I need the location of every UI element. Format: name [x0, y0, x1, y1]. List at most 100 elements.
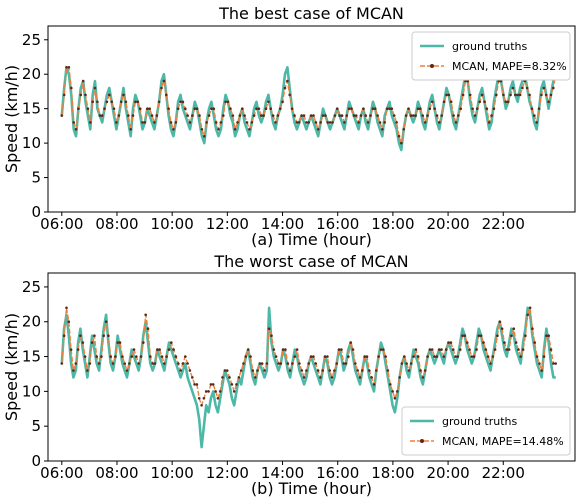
prediction-point [160, 355, 164, 358]
prediction-point [309, 114, 313, 117]
prediction-point [97, 362, 101, 365]
prediction-point [60, 362, 64, 365]
y-tick-label: 20 [22, 313, 41, 331]
prediction-point [459, 107, 463, 110]
prediction-point [376, 114, 379, 117]
prediction-point [510, 334, 513, 338]
prediction-point [138, 107, 142, 110]
prediction-point [277, 362, 280, 365]
x-tick-label: 08:00 [95, 215, 138, 233]
prediction-point [463, 334, 467, 338]
prediction-point [328, 121, 332, 124]
prediction-point [212, 107, 216, 110]
y-tick-label: 5 [31, 417, 41, 435]
prediction-point [490, 114, 493, 117]
prediction-point [218, 390, 222, 393]
prediction-point [127, 114, 130, 117]
prediction-point [228, 376, 231, 379]
prediction-point [162, 79, 166, 83]
prediction-point [293, 355, 297, 358]
prediction-series [60, 306, 557, 407]
prediction-point [250, 121, 254, 124]
prediction-point [281, 348, 285, 351]
prediction-point [447, 341, 450, 344]
x-tick-label: 10:00 [151, 215, 194, 233]
prediction-point [333, 369, 336, 372]
prediction-point [146, 327, 150, 331]
prediction-point [214, 390, 217, 393]
prediction-point [423, 369, 427, 372]
prediction-point [363, 355, 367, 358]
prediction-point [496, 334, 499, 338]
legend: ground truths MCAN, MAPE=8.32% [411, 31, 571, 81]
prediction-point [256, 369, 259, 372]
prediction-point [414, 114, 417, 117]
prediction-point [156, 348, 159, 351]
prediction-point [300, 369, 304, 372]
prediction-point [438, 121, 441, 124]
prediction-point [181, 362, 185, 365]
prediction-point [533, 114, 536, 117]
prediction-point [158, 348, 161, 351]
prediction-point [505, 348, 509, 351]
prediction-point [328, 369, 332, 372]
prediction-point [131, 114, 135, 117]
prediction-point [449, 100, 453, 104]
legend-prediction-marker [430, 64, 434, 68]
prediction-point [351, 348, 355, 351]
y-tick-label: 0 [31, 452, 41, 470]
prediction-point [72, 121, 75, 124]
prediction-point [364, 114, 368, 117]
prediction-point [482, 341, 485, 344]
prediction-point [278, 107, 282, 110]
prediction-point [151, 362, 154, 365]
prediction-point [414, 348, 418, 351]
prediction-point [330, 376, 334, 379]
prediction-point [281, 100, 284, 104]
prediction-point [244, 355, 248, 358]
prediction-point [86, 369, 89, 372]
prediction-point [468, 348, 471, 351]
prediction-point [226, 100, 230, 104]
prediction-point [537, 107, 541, 110]
y-axis-label: Speed (km/h) [2, 65, 21, 173]
prediction-point [465, 341, 469, 344]
prediction-point [379, 348, 383, 351]
prediction-point [535, 121, 538, 124]
x-tick-label: 20:00 [426, 215, 469, 233]
x-tick-label: 06:00 [40, 215, 83, 233]
prediction-point [423, 121, 427, 124]
prediction-point [264, 107, 268, 110]
prediction-point [531, 327, 534, 331]
prediction-point [533, 341, 536, 344]
prediction-point [225, 369, 229, 372]
prediction-point [74, 128, 78, 131]
prediction-point [549, 93, 553, 97]
prediction-point [179, 100, 182, 104]
prediction-point [165, 93, 168, 97]
prediction-point [79, 93, 83, 97]
prediction-point [547, 100, 550, 104]
prediction-point [110, 100, 113, 104]
prediction-point [393, 397, 397, 400]
prediction-point [283, 86, 287, 90]
prediction-point [210, 107, 213, 110]
prediction-point [492, 107, 496, 110]
prediction-point [362, 107, 365, 110]
prediction-point [148, 107, 151, 110]
prediction-point [547, 334, 550, 338]
prediction-point [242, 362, 245, 365]
prediction-point [478, 100, 482, 104]
prediction-point [489, 362, 492, 365]
prediction-point [252, 114, 256, 117]
prediction-point [188, 369, 192, 372]
prediction-point [125, 369, 129, 372]
x-tick-label: 12:00 [206, 215, 249, 233]
prediction-point [241, 107, 244, 110]
prediction-point [197, 397, 201, 400]
prediction-point [390, 107, 394, 110]
prediction-point [354, 362, 357, 365]
prediction-point [251, 369, 255, 372]
prediction-point [255, 107, 258, 110]
prediction-point [143, 121, 147, 124]
